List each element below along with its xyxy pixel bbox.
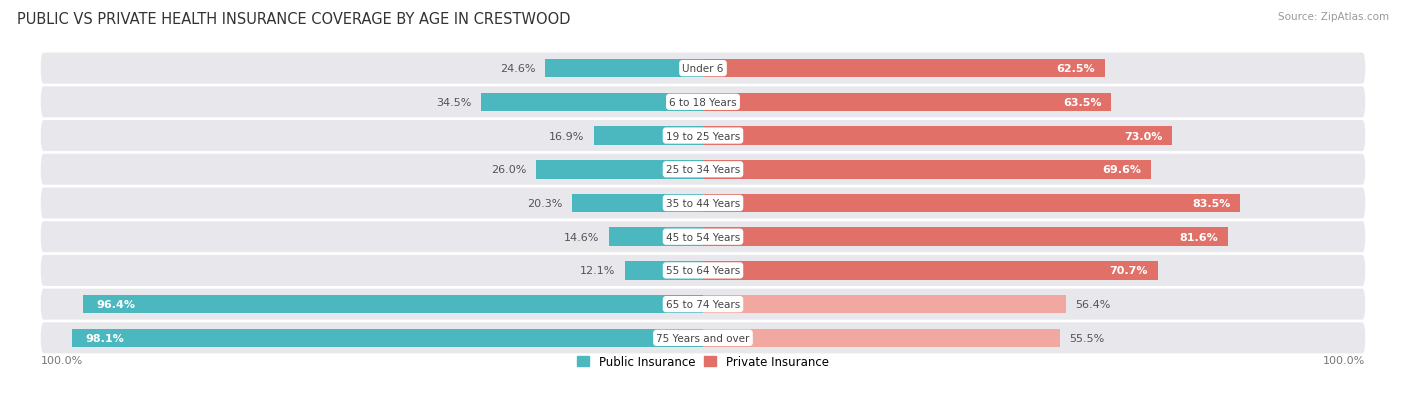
Text: 55 to 64 Years: 55 to 64 Years xyxy=(666,266,740,276)
Text: 100.0%: 100.0% xyxy=(41,355,83,365)
Text: Under 6: Under 6 xyxy=(682,64,724,74)
Bar xyxy=(703,60,1105,78)
Text: 35 to 44 Years: 35 to 44 Years xyxy=(666,199,740,209)
Bar xyxy=(703,194,1240,213)
Bar xyxy=(703,127,1173,145)
Text: 16.9%: 16.9% xyxy=(550,131,585,141)
Text: 6 to 18 Years: 6 to 18 Years xyxy=(669,97,737,107)
Text: 25 to 34 Years: 25 to 34 Years xyxy=(666,165,740,175)
Text: 83.5%: 83.5% xyxy=(1192,199,1230,209)
Bar xyxy=(572,194,703,213)
Bar xyxy=(72,329,703,347)
Text: 63.5%: 63.5% xyxy=(1063,97,1102,107)
Text: 19 to 25 Years: 19 to 25 Years xyxy=(666,131,740,141)
FancyBboxPatch shape xyxy=(41,154,1365,185)
Bar xyxy=(609,228,703,247)
Bar xyxy=(595,127,703,145)
Text: 73.0%: 73.0% xyxy=(1125,131,1163,141)
Bar xyxy=(703,261,1157,280)
Text: 65 to 74 Years: 65 to 74 Years xyxy=(666,299,740,309)
FancyBboxPatch shape xyxy=(41,222,1365,253)
FancyBboxPatch shape xyxy=(41,323,1365,354)
Text: 69.6%: 69.6% xyxy=(1102,165,1140,175)
Bar xyxy=(536,161,703,179)
Bar xyxy=(703,228,1227,247)
Text: 81.6%: 81.6% xyxy=(1180,232,1218,242)
Text: 34.5%: 34.5% xyxy=(436,97,471,107)
Text: 100.0%: 100.0% xyxy=(1323,355,1365,365)
Text: 20.3%: 20.3% xyxy=(527,199,562,209)
FancyBboxPatch shape xyxy=(41,53,1365,84)
Bar xyxy=(703,329,1060,347)
FancyBboxPatch shape xyxy=(41,87,1365,118)
Text: 98.1%: 98.1% xyxy=(86,333,124,343)
Bar xyxy=(703,295,1066,313)
Text: 70.7%: 70.7% xyxy=(1109,266,1147,276)
Bar xyxy=(703,161,1150,179)
FancyBboxPatch shape xyxy=(41,188,1365,219)
Text: 55.5%: 55.5% xyxy=(1070,333,1105,343)
Bar xyxy=(703,93,1111,112)
Text: Source: ZipAtlas.com: Source: ZipAtlas.com xyxy=(1278,12,1389,22)
Text: PUBLIC VS PRIVATE HEALTH INSURANCE COVERAGE BY AGE IN CRESTWOOD: PUBLIC VS PRIVATE HEALTH INSURANCE COVER… xyxy=(17,12,571,27)
Text: 75 Years and over: 75 Years and over xyxy=(657,333,749,343)
Text: 45 to 54 Years: 45 to 54 Years xyxy=(666,232,740,242)
Text: 14.6%: 14.6% xyxy=(564,232,599,242)
FancyBboxPatch shape xyxy=(41,255,1365,286)
FancyBboxPatch shape xyxy=(41,121,1365,152)
Text: 24.6%: 24.6% xyxy=(499,64,536,74)
Text: 62.5%: 62.5% xyxy=(1056,64,1095,74)
Legend: Public Insurance, Private Insurance: Public Insurance, Private Insurance xyxy=(572,351,834,373)
Text: 56.4%: 56.4% xyxy=(1076,299,1111,309)
Bar xyxy=(544,60,703,78)
Text: 96.4%: 96.4% xyxy=(96,299,135,309)
Bar xyxy=(83,295,703,313)
Bar xyxy=(626,261,703,280)
Bar xyxy=(481,93,703,112)
Text: 26.0%: 26.0% xyxy=(491,165,526,175)
Text: 12.1%: 12.1% xyxy=(581,266,616,276)
FancyBboxPatch shape xyxy=(41,289,1365,320)
